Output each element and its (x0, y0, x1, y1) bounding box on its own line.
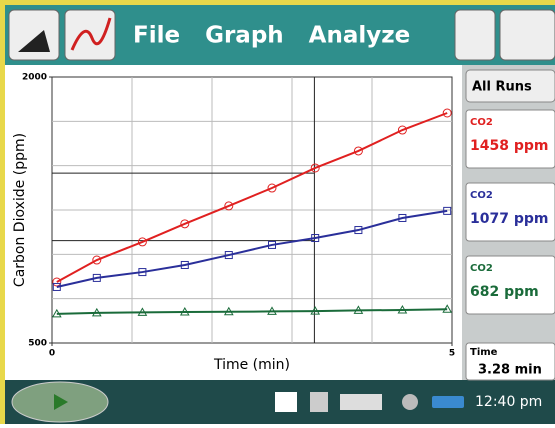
meter-icon[interactable] (9, 10, 59, 60)
x-tick-label: 5 (449, 349, 455, 359)
x-tick-label: 0 (49, 349, 55, 359)
meter-value: 1458 ppm (470, 138, 548, 154)
time-value: 3.28 min (478, 363, 542, 378)
screen: File Graph Analyze All Runs 12:40 pm CO2 14… (0, 0, 555, 424)
meter-label: CO2 (470, 263, 493, 274)
all-runs-label: All Runs (472, 80, 532, 95)
meter-label: CO2 (470, 190, 493, 201)
clock: 12:40 pm (475, 394, 542, 410)
keyboard-icon[interactable] (340, 394, 382, 410)
y-tick-label: 2000 (22, 73, 47, 83)
sound-icon[interactable] (402, 394, 418, 410)
menu-item[interactable]: Analyze (309, 23, 411, 49)
menu-item[interactable]: File (133, 23, 180, 49)
graph-area (5, 65, 462, 380)
table-icon[interactable] (455, 10, 495, 60)
notes-icon[interactable] (500, 10, 555, 60)
menu-item[interactable]: Graph (205, 23, 284, 49)
calc-icon[interactable] (310, 392, 328, 412)
battery-icon (432, 396, 464, 408)
meter-value: 682 ppm (470, 284, 539, 300)
x-axis-label: Time (min) (213, 357, 290, 373)
home-icon[interactable] (275, 392, 297, 412)
meter-label: CO2 (470, 117, 493, 128)
meter-value: 1077 ppm (470, 211, 548, 227)
time-label: Time (470, 347, 498, 358)
y-axis-label: Carbon Dioxide (ppm) (12, 133, 28, 287)
y-tick-label: 500 (28, 339, 47, 349)
